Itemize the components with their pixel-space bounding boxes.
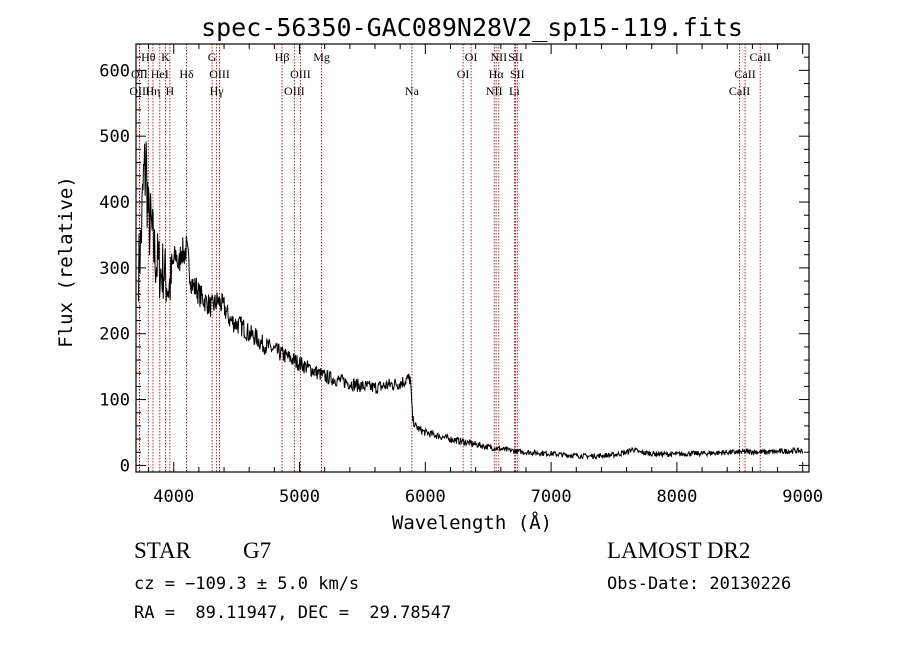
y-tick-label: 300 — [99, 259, 130, 279]
x-tick-label: 6000 — [405, 487, 446, 507]
marker-label: OI — [457, 67, 470, 81]
x-tick-label: 8000 — [656, 487, 697, 507]
object-class: STAR — [134, 538, 191, 563]
marker-label: OIII — [284, 84, 305, 98]
marker-label: SII — [510, 67, 525, 81]
marker-label: CaII — [729, 84, 750, 98]
marker-label: SII — [508, 50, 523, 64]
marker-label: OIII — [209, 67, 230, 81]
chart-title: spec-56350-GAC089N28V2_sp15-119.fits — [201, 13, 743, 42]
marker-label: Hθ — [141, 50, 156, 64]
marker-label: Hγ — [210, 84, 225, 98]
marker-label: OIII — [129, 84, 150, 98]
y-tick-label: 600 — [99, 61, 130, 81]
marker-label: OI — [465, 50, 478, 64]
marker-label: Hδ — [179, 67, 194, 81]
marker-label: CaII — [750, 50, 771, 64]
marker-label: NII — [486, 84, 503, 98]
marker-label: OIII — [290, 67, 311, 81]
marker-label: Hα — [489, 67, 505, 81]
x-tick-label: 7000 — [531, 487, 572, 507]
plot-frame — [135, 43, 810, 473]
spectrum-series — [138, 141, 804, 461]
marker-label: Hβ — [275, 50, 290, 64]
object-subclass: G7 — [243, 538, 272, 563]
obs-date-text: Obs-Date: 20130226 — [607, 574, 792, 594]
redshift-text: cz = −109.3 ± 5.0 km/s — [134, 574, 360, 594]
y-tick-label: 400 — [99, 193, 130, 213]
x-tick-label: 5000 — [279, 487, 320, 507]
marker-label: Mg — [313, 50, 330, 64]
survey-name: LAMOST DR2 — [607, 538, 751, 563]
marker-label: CaII — [734, 67, 755, 81]
marker-label: NII — [490, 50, 507, 64]
marker-label: Li — [509, 84, 520, 98]
x-tick-label: 9000 — [782, 487, 823, 507]
y-tick-label: 500 — [99, 127, 130, 147]
axis-ticks — [136, 44, 809, 472]
x-tick-label: 4000 — [153, 487, 194, 507]
ra-dec-text: RA = 89.11947, DEC = 29.78547 — [134, 603, 452, 623]
y-tick-label: 0 — [120, 456, 130, 476]
spectrum-line — [138, 141, 804, 461]
marker-label: Hη — [146, 84, 161, 98]
marker-label: HeI — [151, 67, 169, 81]
y-tick-labels: 0 100 200 300 400 500 600 — [99, 61, 130, 476]
marker-label: K — [161, 50, 170, 64]
marker-label: Na — [405, 84, 420, 98]
marker-label: G — [208, 50, 217, 64]
marker-label: H — [166, 84, 175, 98]
x-tick-labels: 4000 5000 6000 7000 8000 9000 — [153, 487, 823, 507]
y-tick-label: 100 — [99, 391, 130, 411]
y-tick-label: 200 — [99, 325, 130, 345]
y-axis-label: Flux (relative) — [55, 176, 77, 348]
x-axis-label: Wavelength (Å) — [392, 511, 552, 534]
